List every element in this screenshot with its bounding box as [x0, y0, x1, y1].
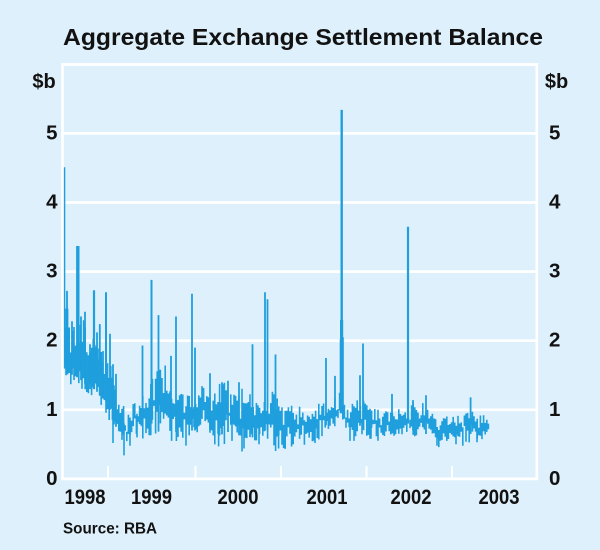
svg-text:4: 4	[46, 191, 58, 214]
svg-text:1: 1	[46, 398, 57, 421]
svg-text:3: 3	[46, 260, 57, 283]
svg-text:2: 2	[549, 329, 560, 352]
svg-text:5: 5	[549, 121, 560, 144]
svg-text:Source: RBA: Source: RBA	[63, 521, 157, 538]
svg-text:2003: 2003	[479, 486, 520, 509]
svg-text:0: 0	[46, 467, 57, 490]
svg-text:$b: $b	[32, 71, 55, 93]
svg-text:$b: $b	[545, 71, 568, 93]
svg-text:2001: 2001	[307, 486, 348, 509]
svg-text:4: 4	[549, 191, 561, 214]
svg-text:1999: 1999	[131, 486, 172, 509]
svg-text:0: 0	[549, 467, 560, 490]
svg-text:2002: 2002	[391, 486, 432, 509]
svg-text:3: 3	[549, 260, 560, 283]
svg-text:Aggregate Exchange Settlement: Aggregate Exchange Settlement Balance	[63, 24, 543, 50]
svg-text:5: 5	[46, 121, 57, 144]
svg-text:2: 2	[46, 329, 57, 352]
svg-text:1998: 1998	[65, 486, 106, 509]
svg-text:2000: 2000	[218, 486, 259, 509]
svg-text:1: 1	[549, 398, 560, 421]
